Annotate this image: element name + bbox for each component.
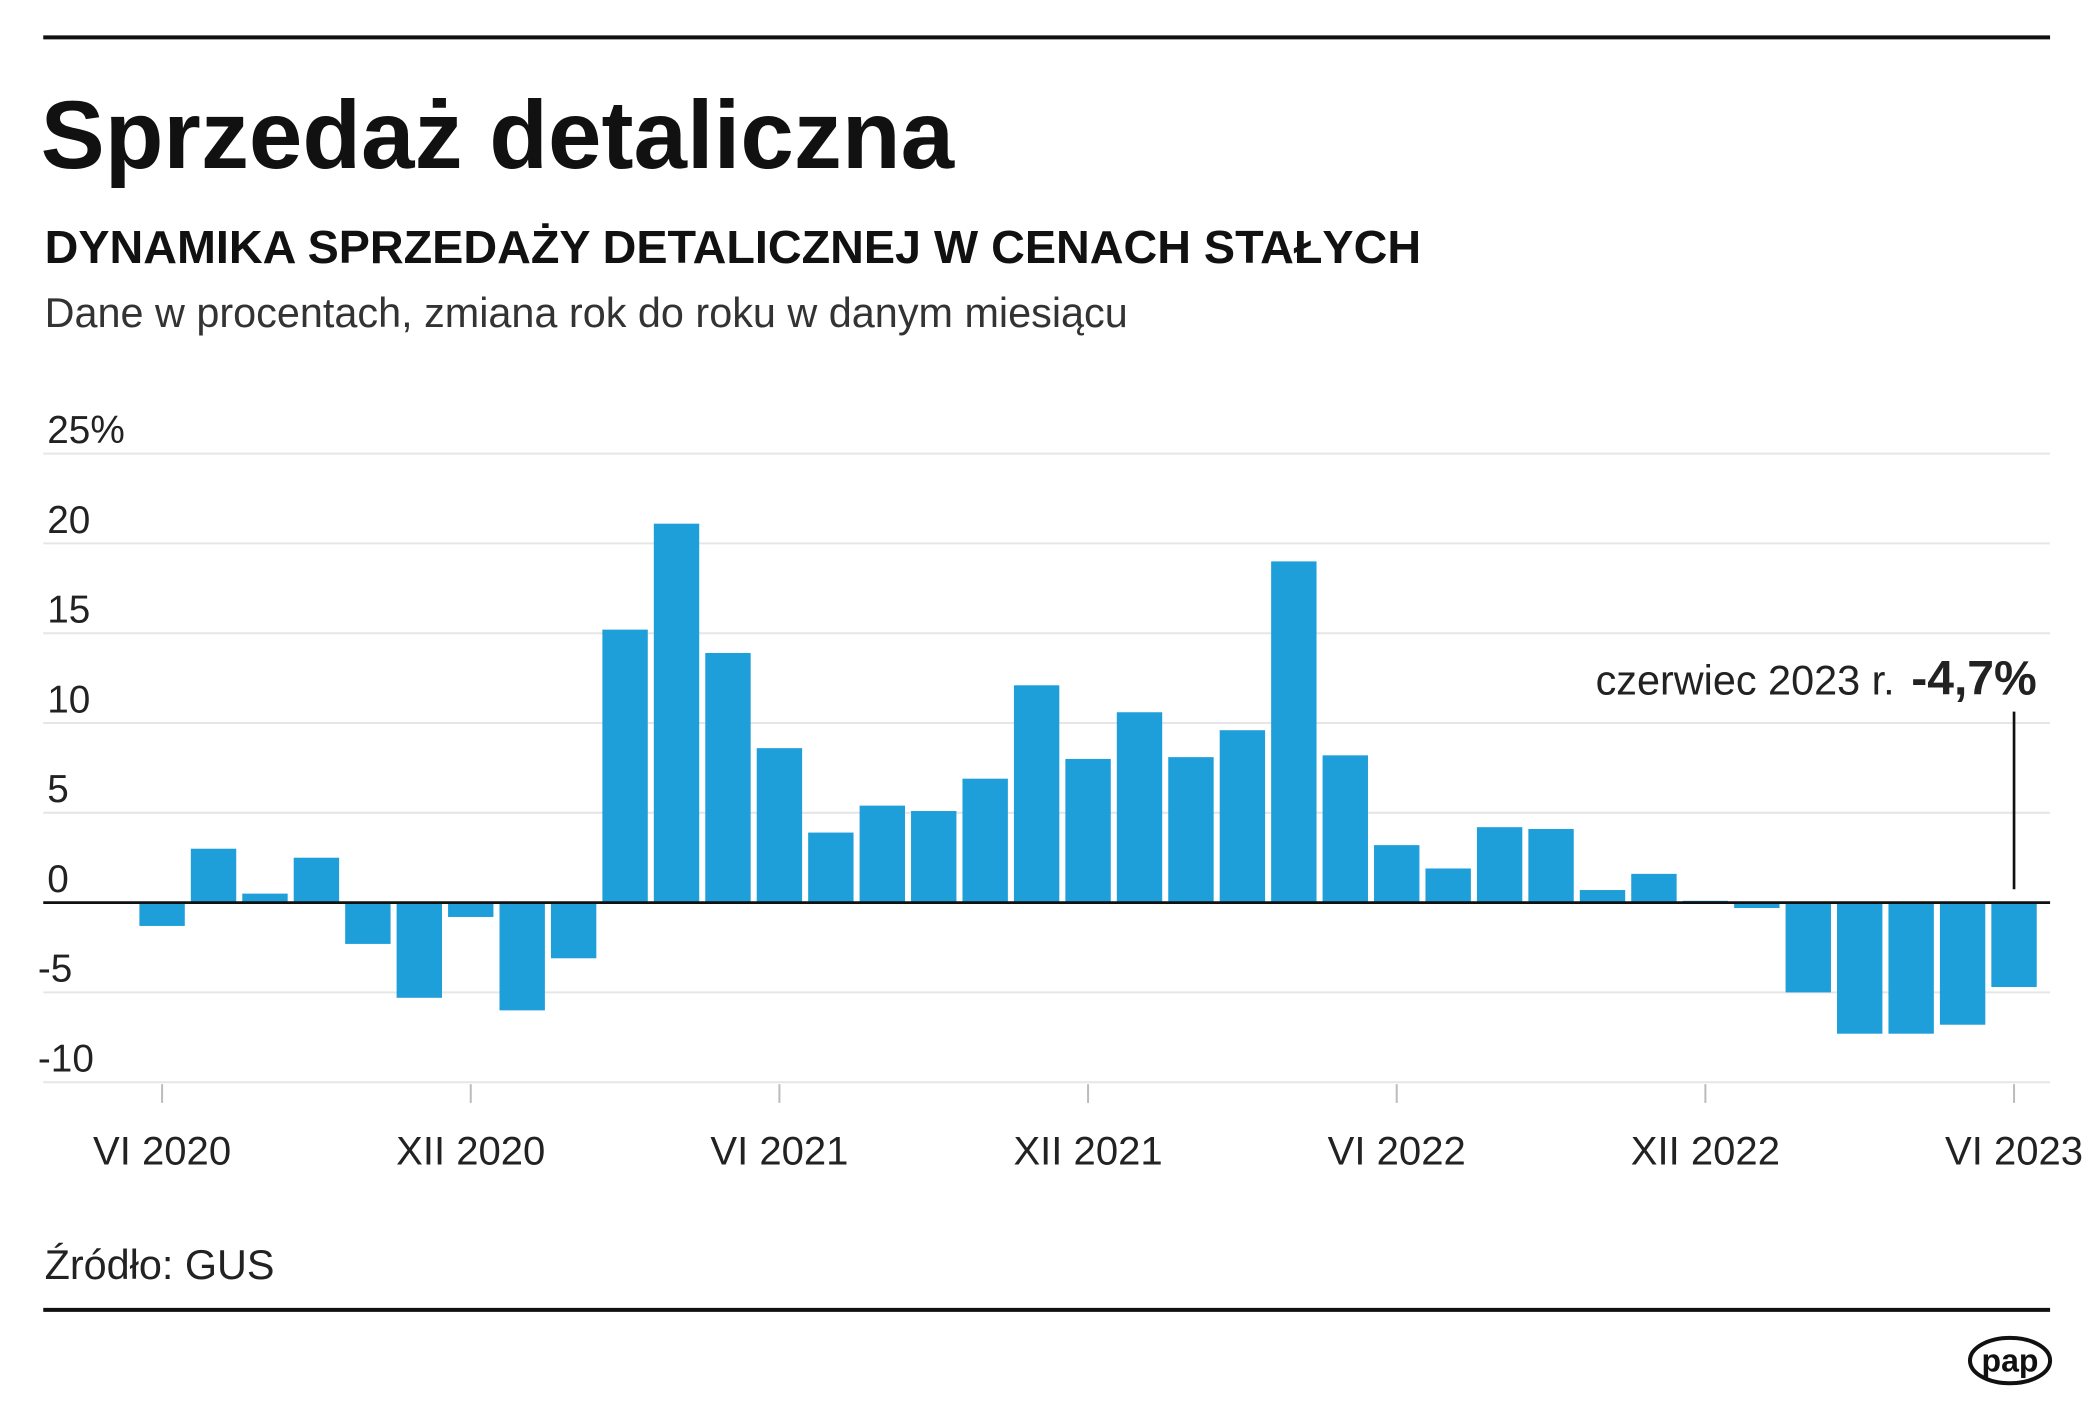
bar-i-2023 [1734,902,1780,908]
y-tick-label: 25% [47,409,125,452]
bar-vi-2020 [139,902,185,926]
x-tick-label: XII 2020 [396,1129,545,1173]
x-tick-label: XII 2022 [1631,1129,1780,1173]
bar-ii-2023 [1785,902,1831,993]
x-tick-label: VI 2023 [1945,1129,2083,1173]
annotation-value: -4,7% [1911,651,2037,705]
x-tick-label: VI 2020 [93,1129,231,1173]
page-title: Sprzedaż detaliczna [41,82,956,189]
bar-ix-2020 [293,857,340,903]
bar-iv-2021 [653,523,700,903]
bar-iii-2021 [602,629,648,903]
bar-vi-2022 [1374,845,1420,903]
svg-text:czerwiec 2023 r. -4,7%: czerwiec 2023 r. -4,7% [1596,651,2037,705]
bar-iv-2023 [1888,902,1934,1034]
source-note: Źródło: GUS [45,1242,275,1288]
x-tick-label: XII 2021 [1013,1129,1162,1173]
bar-xii-2020 [448,902,494,917]
y-tick-label: -10 [38,1038,94,1081]
bar-iii-2022 [1219,730,1266,903]
x-tick-label: VI 2021 [710,1129,848,1173]
x-tick-label: VI 2022 [1328,1129,1466,1173]
bars [139,523,2037,1034]
bar-vii-2022 [1425,868,1471,903]
bar-xii-2021 [1065,758,1111,903]
bar-iii-2023 [1837,902,1883,1034]
bar-iv-2022 [1271,561,1317,903]
bar-ii-2022 [1168,757,1214,903]
y-tick-label: 5 [47,768,69,811]
annotation: czerwiec 2023 r. -4,7% [1596,651,2037,890]
bar-ii-2021 [550,902,597,959]
chart-description: Dane w procentach, zmiana rok do roku w … [45,290,1128,336]
bar-v-2023 [1939,902,1986,1025]
bar-xi-2021 [1013,685,1060,903]
chart-subtitle: DYNAMIKA SPRZEDAŻY DETALICZNEJ W CENACH … [45,221,1422,273]
y-tick-label: -5 [38,948,72,991]
bar-i-2022 [1116,712,1163,903]
y-tick-label: 10 [47,678,90,721]
bar-viii-2021 [859,805,905,903]
x-axis-ticks: VI 2020 XII 2020 VI 2021 XII 2021 VI 2022 XII… [93,1084,2083,1173]
bar-ix-2022 [1528,828,1574,903]
bar-viii-2020 [242,893,288,903]
bar-x-2021 [962,778,1008,903]
pap-logo: pap [1967,1335,2053,1386]
bar-xi-2020 [396,902,443,998]
bar-vii-2020 [190,848,237,903]
bar-x-2022 [1579,890,1626,903]
y-axis-ticks: 25% 20 15 10 5 0 -5 -10 [38,409,125,1081]
y-tick-label: 0 [47,858,69,901]
bar-v-2022 [1322,755,1368,903]
bar-vi-2023 [1991,902,2037,988]
bar-vii-2021 [808,832,854,903]
svg-text:pap: pap [1982,1342,2039,1378]
annotation-label: czerwiec 2023 r. [1596,657,1895,703]
bar-ix-2021 [911,811,957,903]
bar-viii-2022 [1476,827,1523,903]
bar-x-2020 [345,902,391,944]
y-tick-label: 20 [47,499,90,542]
bar-vi-2021 [756,748,803,903]
bar-i-2021 [499,902,545,1011]
bar-xi-2022 [1631,873,1677,903]
y-tick-label: 15 [47,589,90,632]
bar-v-2021 [705,652,751,903]
